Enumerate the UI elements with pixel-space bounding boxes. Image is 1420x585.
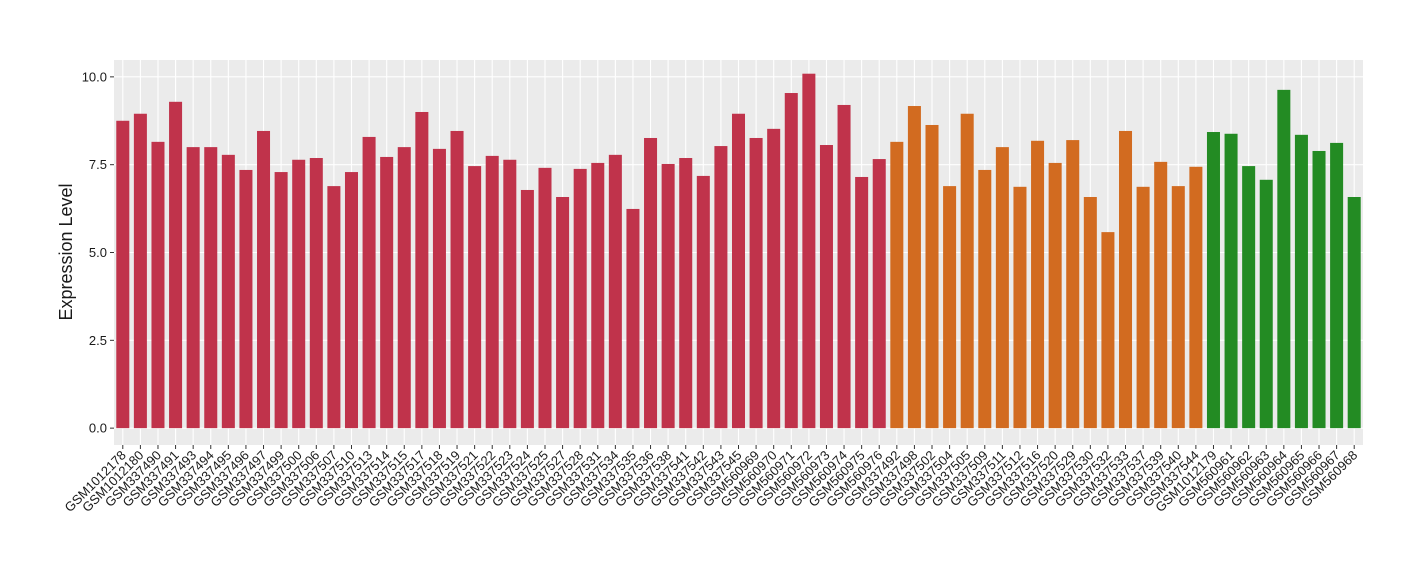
bar	[362, 136, 376, 429]
bar	[714, 146, 728, 429]
bar	[819, 145, 833, 429]
bar	[943, 186, 957, 429]
y-tick-label: 0.0	[89, 421, 107, 436]
bar	[1330, 142, 1344, 429]
bar	[556, 196, 570, 429]
bar	[837, 104, 851, 429]
bar	[221, 154, 235, 429]
bar	[538, 167, 552, 429]
bar	[257, 130, 271, 429]
bar	[380, 156, 394, 429]
bar	[749, 137, 763, 429]
bar	[855, 176, 869, 429]
y-tick-label: 7.5	[89, 157, 107, 172]
bar	[169, 101, 183, 429]
bar	[344, 172, 358, 429]
bar	[1066, 140, 1080, 429]
bar	[450, 130, 464, 429]
bar	[802, 73, 816, 429]
bar	[1154, 161, 1168, 429]
bar	[327, 186, 341, 429]
bar	[151, 141, 165, 429]
bar	[872, 159, 886, 429]
bar	[591, 162, 605, 429]
bar	[415, 111, 429, 429]
bar	[485, 155, 499, 429]
bar	[907, 106, 921, 429]
y-tick-label: 2.5	[89, 333, 107, 348]
bar	[978, 169, 992, 429]
bar	[292, 159, 306, 429]
y-tick-label: 5.0	[89, 245, 107, 260]
bar	[397, 147, 411, 429]
bar	[520, 189, 534, 429]
bar	[960, 113, 974, 429]
bar	[995, 147, 1009, 429]
bar	[274, 172, 288, 429]
bar	[186, 147, 200, 429]
bar	[1312, 150, 1326, 429]
bar	[1119, 130, 1133, 429]
bar	[204, 147, 218, 429]
bar	[661, 163, 675, 429]
bar	[309, 158, 323, 429]
bar	[432, 148, 446, 429]
bar	[1224, 133, 1238, 429]
bar	[1206, 132, 1220, 429]
y-axis-label: Expression Level	[56, 183, 76, 320]
bar	[1136, 186, 1150, 429]
bar	[626, 208, 640, 429]
bar	[925, 124, 939, 429]
bar	[608, 154, 622, 429]
bar	[644, 137, 658, 429]
bar	[767, 128, 781, 429]
bar	[133, 113, 147, 429]
bar	[1347, 196, 1361, 429]
bar	[1189, 166, 1203, 429]
bar	[1294, 134, 1308, 429]
bar	[696, 175, 710, 429]
bar	[468, 166, 482, 429]
bar	[1259, 179, 1273, 429]
bar	[1083, 196, 1097, 429]
y-tick-label: 10.0	[82, 69, 107, 84]
bar	[679, 158, 693, 429]
bar	[1101, 232, 1115, 429]
bar	[1242, 166, 1256, 429]
bar	[1277, 89, 1291, 429]
bar	[731, 113, 746, 429]
bar	[890, 141, 904, 429]
bar	[239, 169, 253, 429]
bar	[1013, 186, 1027, 429]
bar	[1171, 186, 1185, 429]
bar	[503, 159, 517, 429]
bar	[784, 93, 798, 429]
bar	[573, 168, 587, 429]
bar	[1048, 162, 1062, 429]
bar	[1031, 140, 1045, 429]
bar	[116, 120, 130, 429]
